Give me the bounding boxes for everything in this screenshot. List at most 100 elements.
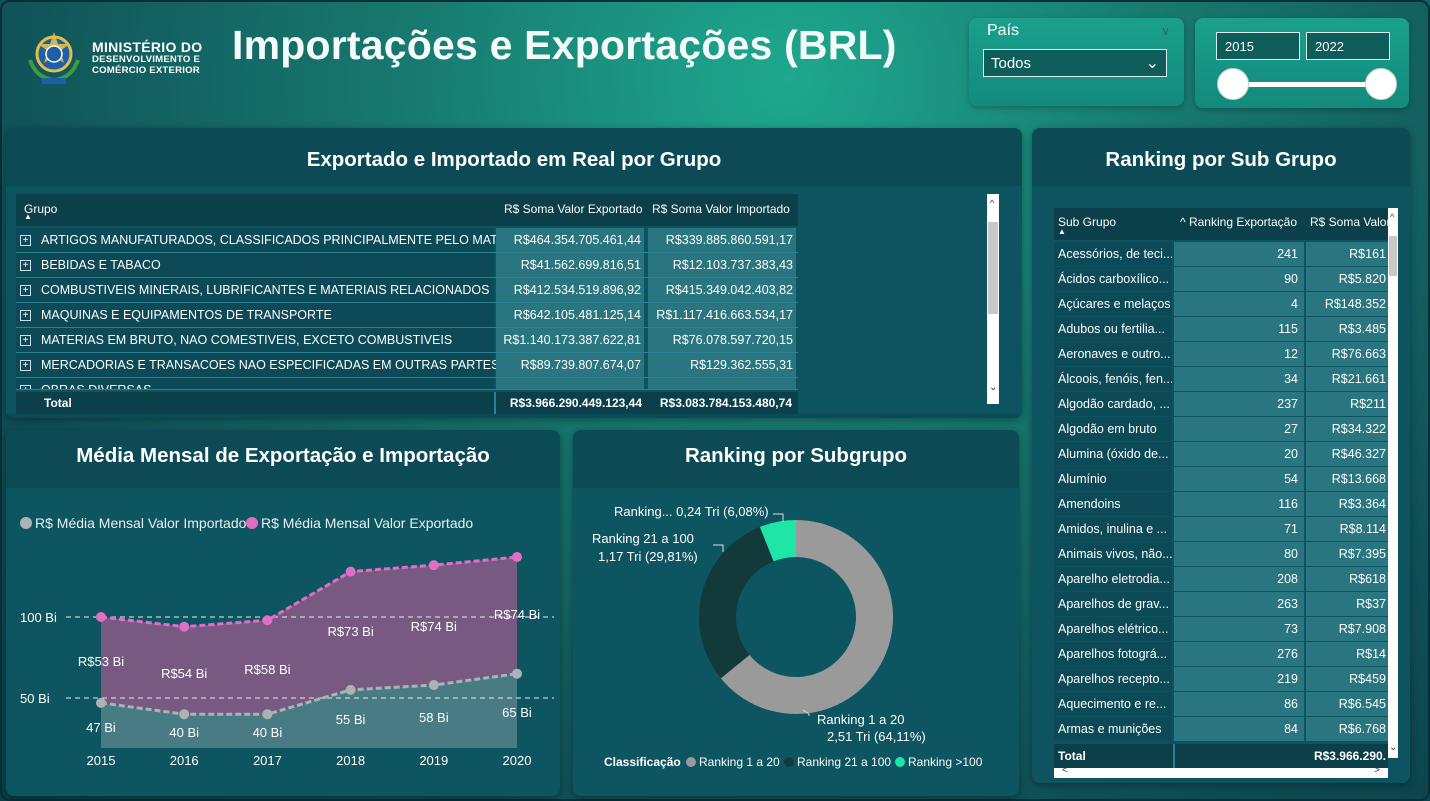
valor-exportado-cell: R$642.105.481.125,14 bbox=[496, 303, 644, 327]
exportado-data-label: R$74 Bi bbox=[411, 619, 457, 634]
scroll-right-icon[interactable]: > bbox=[1374, 765, 1380, 776]
year-start-input[interactable]: 2015 bbox=[1216, 32, 1300, 60]
sub-grupo-cell: Amendoins bbox=[1054, 492, 1172, 516]
scroll-down-icon[interactable]: ⌄ bbox=[1389, 742, 1398, 753]
scroll-thumb[interactable] bbox=[988, 222, 998, 314]
table-row[interactable]: Aparelhos recepto... 219 R$459 bbox=[1054, 667, 1398, 692]
ranking-vscroll[interactable]: ^ ⌄ bbox=[1388, 208, 1398, 758]
slider-handle-end[interactable] bbox=[1365, 68, 1397, 100]
table-row[interactable]: Açúcares e melaços 4 R$148.352 bbox=[1054, 292, 1398, 317]
table-row[interactable]: Adubos ou fertilia... 115 R$3.485 bbox=[1054, 317, 1398, 342]
donut-legend-3: Ranking >100 bbox=[908, 755, 983, 769]
table-row[interactable]: + MERCADORIAS E TRANSACOES NAO ESPECIFICA… bbox=[16, 353, 798, 378]
sub-grupo-cell: Álcoois, fenóis, fen... bbox=[1054, 367, 1172, 391]
table-row[interactable]: + ARTIGOS MANUFATURADOS, CLASSIFICADOS PR… bbox=[16, 228, 798, 253]
table-row[interactable]: + MAQUINAS E EQUIPAMENTOS DE TRANSPORTE R$… bbox=[16, 303, 798, 328]
country-select[interactable]: Todos ⌄ bbox=[983, 49, 1167, 77]
table-row[interactable]: Alumínio 54 R$13.668 bbox=[1054, 467, 1398, 492]
exportado-point bbox=[179, 621, 190, 632]
valor-exportado-cell: R$41.562.699.816,51 bbox=[496, 253, 644, 277]
scroll-down-icon[interactable]: ⌄ bbox=[989, 382, 998, 393]
importado-point bbox=[512, 668, 522, 679]
table-row[interactable]: Aparelhos de grav... 263 R$37 bbox=[1054, 592, 1398, 617]
table-row[interactable]: + MATERIAS EM BRUTO, NAO COMESTIVEIS, EXC… bbox=[16, 328, 798, 353]
scroll-up-icon[interactable]: ^ bbox=[990, 198, 995, 208]
total-label: Total bbox=[44, 396, 72, 410]
grupo-name: MERCADORIAS E TRANSACOES NAO ESPECIFICAD… bbox=[41, 358, 554, 372]
soma-valor-cell: R$148.352 bbox=[1306, 292, 1388, 316]
importado-data-label: 40 Bi bbox=[253, 725, 283, 740]
expand-plus-icon[interactable]: + bbox=[20, 384, 31, 389]
table-row[interactable]: Ácidos carboxílico... 90 R$5.820 bbox=[1054, 267, 1398, 292]
table-row[interactable]: Armas e munições 84 R$6.768 bbox=[1054, 717, 1398, 742]
table-row[interactable]: Alumina (óxido de... 20 R$46.327 bbox=[1054, 442, 1398, 467]
ranking-cell: 208 bbox=[1174, 567, 1304, 591]
slider-track[interactable] bbox=[1233, 82, 1381, 87]
sort-arrow-icon: ▲ bbox=[1058, 227, 1066, 236]
ranking-cell: 27 bbox=[1174, 417, 1304, 441]
importado-point bbox=[345, 684, 356, 695]
collapse-chevron-icon[interactable]: ∨ bbox=[1161, 24, 1170, 38]
table-row[interactable]: + COMBUSTIVEIS MINERAIS, LUBRIFICANTES E … bbox=[16, 278, 798, 303]
table-row[interactable]: Animais vivos, não... 80 R$7.395 bbox=[1054, 542, 1398, 567]
year-end-input[interactable]: 2022 bbox=[1306, 32, 1390, 60]
soma-valor-cell: R$459 bbox=[1306, 667, 1388, 691]
col-exportado[interactable]: R$ Soma Valor Exportado bbox=[504, 202, 643, 216]
sub-grupo-cell: Açúcares e melaços bbox=[1054, 292, 1172, 316]
table-row[interactable]: Aparelhos fotográ... 276 R$14 bbox=[1054, 642, 1398, 667]
ranking-cell: 34 bbox=[1174, 367, 1304, 391]
table-row[interactable]: Amendoins 116 R$3.364 bbox=[1054, 492, 1398, 517]
table-row[interactable]: Aquecimento e re... 86 R$6.545 bbox=[1054, 692, 1398, 717]
donut-slice[interactable] bbox=[759, 520, 796, 562]
soma-valor-cell: R$46.327 bbox=[1306, 442, 1388, 466]
valor-importado-cell: R$339.885.860.591,17 bbox=[648, 228, 796, 252]
logo-line-1: MINISTÉRIO DO bbox=[92, 39, 203, 55]
ranking-cell: 84 bbox=[1174, 717, 1304, 741]
sub-grupo-cell: Algodão cardado, ... bbox=[1054, 392, 1172, 416]
table-row[interactable]: Amidos, inulina e ... 71 R$8.114 bbox=[1054, 517, 1398, 542]
slider-handle-start[interactable] bbox=[1217, 68, 1249, 100]
expand-plus-icon[interactable]: + bbox=[20, 334, 31, 346]
col-grupo[interactable]: Grupo bbox=[24, 202, 58, 216]
col-importado[interactable]: R$ Soma Valor Importado bbox=[652, 202, 790, 216]
grupo-name: ARTIGOS MANUFATURADOS, CLASSIFICADOS PRI… bbox=[41, 233, 534, 247]
ranking-cell: 263 bbox=[1174, 592, 1304, 616]
exportado-data-label: R$58 Bi bbox=[244, 662, 290, 677]
table-row[interactable]: + BEBIDAS E TABACO R$41.562.699.816,51 R$12… bbox=[16, 253, 798, 278]
scroll-left-icon[interactable]: < bbox=[1062, 765, 1068, 776]
expand-plus-icon[interactable]: + bbox=[20, 309, 31, 321]
ranking-hscroll[interactable]: < > bbox=[1054, 765, 1388, 778]
expand-plus-icon[interactable]: + bbox=[20, 234, 31, 246]
donut-slice[interactable] bbox=[720, 520, 893, 714]
table-row[interactable]: Aparelhos elétrico... 73 R$7.908 bbox=[1054, 617, 1398, 642]
group-table-scrollbar[interactable]: ^ ⌄ bbox=[987, 194, 999, 404]
soma-valor-cell: R$211 bbox=[1306, 392, 1388, 416]
expand-plus-icon[interactable]: + bbox=[20, 259, 31, 271]
col-sub-grupo[interactable]: Sub Grupo bbox=[1058, 215, 1117, 229]
table-row[interactable]: Álcoois, fenóis, fen... 34 R$21.661 bbox=[1054, 367, 1398, 392]
donut-slice[interactable] bbox=[699, 526, 774, 679]
expand-plus-icon[interactable]: + bbox=[20, 359, 31, 371]
ranking-cell: 54 bbox=[1174, 467, 1304, 491]
x-tick-label: 2018 bbox=[336, 753, 365, 768]
table-row[interactable]: Algodão em bruto 27 R$34.322 bbox=[1054, 417, 1398, 442]
table-row[interactable]: Acessórios, de teci... 241 R$161 bbox=[1054, 242, 1398, 267]
valor-importado-cell: R$415.349.042.403,82 bbox=[648, 278, 796, 302]
soma-valor-cell: R$7.908 bbox=[1306, 617, 1388, 641]
scroll-thumb[interactable] bbox=[1389, 236, 1397, 276]
expand-plus-icon[interactable]: + bbox=[20, 284, 31, 296]
table-row[interactable]: Aeronaves e outro... 12 R$76.663 bbox=[1054, 342, 1398, 367]
legend-exportado-label: R$ Média Mensal Valor Exportado bbox=[261, 515, 473, 531]
donut-label-2-b: 1,17 Tri (29,81%) bbox=[598, 549, 698, 564]
table-row[interactable]: Algodão cardado, ... 237 R$211 bbox=[1054, 392, 1398, 417]
sub-grupo-cell: Aquecimento e re... bbox=[1054, 692, 1172, 716]
col-ranking[interactable]: ^ Ranking Exportação bbox=[1180, 215, 1298, 229]
donut-label-3: Ranking... 0,24 Tri (6,08%) bbox=[614, 504, 769, 519]
grupo-name: OBRAS DIVERSAS bbox=[41, 383, 152, 390]
col-soma-valor[interactable]: R$ Soma Valor bbox=[1310, 215, 1391, 229]
table-row[interactable]: Aparelho eletrodia... 208 R$618 bbox=[1054, 567, 1398, 592]
exportado-data-label: R$54 Bi bbox=[161, 666, 207, 681]
table-row[interactable]: + OBRAS DIVERSAS bbox=[16, 378, 798, 390]
scroll-up-icon[interactable]: ^ bbox=[1390, 212, 1395, 222]
exportado-data-label: R$53 Bi bbox=[78, 654, 124, 669]
